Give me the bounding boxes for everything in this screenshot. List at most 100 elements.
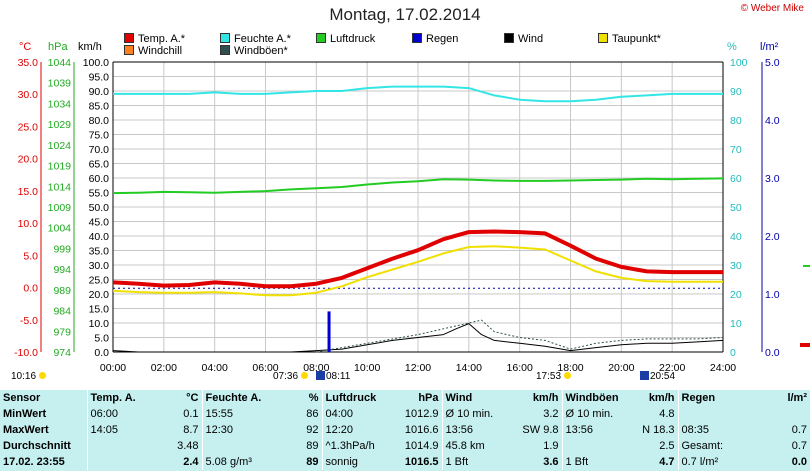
stats-cell: 13:56: [561, 422, 620, 438]
rain-bar: [327, 311, 331, 352]
stats-header: Regen: [677, 390, 738, 406]
wind-tick-label: 60.0: [89, 173, 110, 185]
stats-row-current: 17.02. 23:55 2.4 5.08 g/m³ 89 sonnig 101…: [0, 454, 810, 470]
rain-axis-unit: l/m²: [760, 41, 779, 53]
temp-tick-label: 35.0: [18, 57, 39, 69]
pressure-axis-unit: hPa: [48, 41, 68, 53]
legend-item-temp: Temp. A.*: [124, 33, 185, 45]
wind-tick-label: 90.0: [89, 86, 110, 98]
rain-tick-label: 2.0: [765, 231, 780, 243]
stats-cell: 2.4: [183, 456, 199, 468]
stats-cell: Durchschnitt: [3, 440, 71, 452]
stats-cell: 1016.6: [404, 424, 439, 436]
stats-cell: [677, 406, 738, 422]
humidity-tick-label: 20: [730, 289, 742, 301]
humidity-axis-unit: %: [727, 41, 737, 53]
stats-cell: 14:05: [86, 422, 147, 438]
humidity-tick-label: 0: [730, 347, 736, 359]
series-line: [112, 245, 723, 297]
stats-cell: 13:56: [441, 422, 502, 438]
rain-tick-label: 0.0: [765, 347, 780, 359]
temp-tick-label: -10.0: [14, 347, 38, 359]
stats-cell: 5.08 g/m³: [201, 454, 267, 470]
moonset-label: 20:54: [640, 371, 675, 382]
temp-tick-label: 15.0: [18, 186, 39, 198]
x-tick-label: 18:00: [557, 362, 583, 374]
pressure-tick-label: 1014: [48, 181, 72, 193]
rain-tick-label: 4.0: [765, 115, 780, 127]
temp-tick-label: 30.0: [18, 89, 39, 101]
pressure-tick-label: 1019: [48, 161, 72, 173]
wind-tick-label: 35.0: [89, 246, 110, 258]
stats-cell: 1.9: [543, 440, 559, 452]
stats-header: °C: [186, 392, 199, 404]
stats-cell: 0.7: [791, 424, 807, 436]
pressure-tick-label: 1024: [48, 140, 72, 152]
temp-tick-label: -5.0: [20, 315, 38, 327]
pressure-tick-label: 989: [53, 285, 71, 297]
temp-tick-label: 0.0: [23, 283, 38, 295]
legend-item-windchill: Windchill: [124, 45, 182, 57]
stats-cell: 89: [306, 456, 319, 468]
wind-tick-label: 75.0: [89, 130, 110, 142]
stats-cell: Ø 10 min.: [561, 406, 620, 422]
humidity-tick-label: 30: [730, 260, 742, 272]
x-tick-label: 24:00: [710, 362, 736, 374]
stats-header: hPa: [418, 392, 439, 404]
legend-item-humidity: Feuchte A.*: [220, 33, 291, 45]
stats-cell: 3.48: [177, 440, 199, 452]
stats-row-avg: Durchschnitt 3.48 89 ^1.3hPa/h 1014.9 45…: [0, 438, 810, 454]
wind-tick-label: 20.0: [89, 289, 110, 301]
stats-cell: [201, 438, 267, 454]
humidity-tick-label: 70: [730, 144, 742, 156]
x-tick-label: 00:00: [100, 362, 126, 374]
edge-marker-temp: [800, 343, 810, 347]
stats-cell: 1 Bft: [561, 454, 620, 470]
stats-cell: 08:35: [677, 422, 738, 438]
stats-header: Sensor: [3, 392, 41, 404]
stats-cell: 15:55: [201, 406, 267, 422]
humidity-tick-label: 80: [730, 115, 742, 127]
stats-cell: 89: [306, 440, 319, 452]
humidity-tick-label: 50: [730, 202, 742, 214]
stats-cell: 1016.5: [404, 456, 439, 468]
stats-cell: 8.7: [183, 424, 199, 436]
stats-header: l/m²: [787, 392, 807, 404]
pressure-tick-label: 994: [53, 264, 71, 276]
stats-row-max: MaxWert 14:05 8.7 12:30 92 12:20 1016.6 …: [0, 422, 810, 438]
pressure-tick-label: 1004: [48, 223, 72, 235]
temp-tick-label: 20.0: [18, 154, 39, 166]
legend-item-wind: Wind: [504, 33, 543, 45]
stats-cell: 2.5: [659, 440, 675, 452]
rain-tick-label: 1.0: [765, 289, 780, 301]
x-tick-label: 20:00: [608, 362, 634, 374]
series-line: [112, 323, 724, 353]
rain-tick-label: 5.0: [765, 57, 780, 69]
stats-cell: 06:00: [86, 406, 147, 422]
stats-cell: 45.8 km: [441, 438, 502, 454]
x-tick-label: 16:00: [507, 362, 533, 374]
temp-tick-label: 10.0: [18, 218, 39, 230]
stats-cell: 3.6: [543, 456, 559, 468]
pressure-tick-label: 1009: [48, 202, 72, 214]
wind-tick-label: 95.0: [89, 72, 110, 84]
legend-item-dewpoint: Taupunkt*: [598, 33, 661, 45]
pressure-tick-label: 1034: [48, 98, 72, 110]
stats-cell: 17.02. 23:55: [3, 456, 65, 468]
humidity-tick-label: 90: [730, 86, 742, 98]
x-tick-label: 14:00: [456, 362, 482, 374]
edge-marker-pressure: [803, 265, 810, 267]
stats-cell: 4.8: [659, 408, 675, 420]
x-tick-label: 02:00: [151, 362, 177, 374]
sunrise-label: 07:36: [273, 371, 308, 382]
series-line: [316, 319, 724, 353]
stats-cell: MaxWert: [3, 424, 49, 436]
stats-cell: [738, 406, 810, 422]
stats-cell: 0.7 l/m²: [677, 454, 738, 470]
stats-header: Windböen: [561, 390, 620, 406]
stats-cell: 1014.9: [404, 440, 439, 452]
credit-label: © Weber Mike: [740, 3, 804, 14]
wind-tick-label: 70.0: [89, 144, 110, 156]
x-tick-label: 12:00: [405, 362, 431, 374]
pressure-tick-label: 999: [53, 243, 71, 255]
